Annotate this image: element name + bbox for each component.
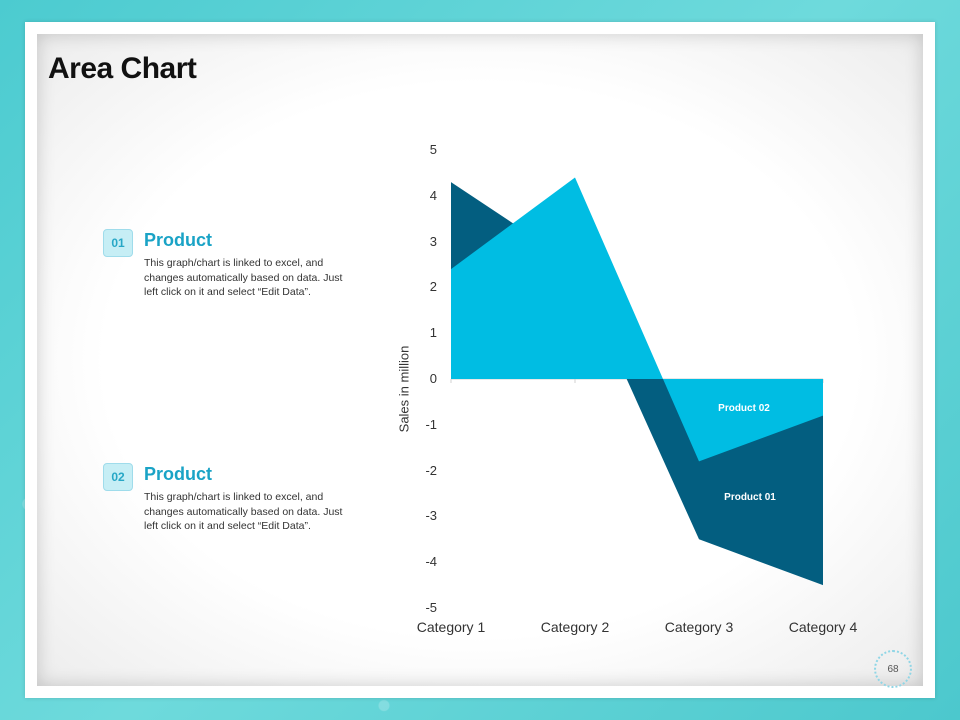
- y-tick-label: 4: [429, 187, 437, 203]
- y-tick-label: -5: [425, 600, 437, 615]
- y-tick-label: 3: [429, 233, 437, 249]
- y-tick-label: -2: [425, 462, 437, 478]
- series-label-1: Product 01: [724, 492, 776, 503]
- y-tick-label: 5: [429, 142, 437, 157]
- product-01-badge: 01: [103, 229, 133, 257]
- y-tick-label: 1: [429, 325, 437, 341]
- product-01-heading: Product: [144, 230, 213, 250]
- y-tick-label: -3: [425, 508, 437, 524]
- x-category-label: Category 3: [664, 619, 734, 635]
- area-series-2: [451, 177, 823, 462]
- x-category-label: Category 2: [540, 619, 610, 635]
- product-02-badge: 02: [103, 463, 133, 491]
- x-category-label: Category 1: [416, 619, 486, 635]
- y-tick-label: 2: [429, 279, 437, 295]
- page-title: Area Chart: [48, 52, 197, 85]
- product-02-heading: Product: [144, 464, 213, 484]
- product-02-description: This graph/chart is linked to excel, and…: [144, 491, 343, 532]
- x-category-label: Category 4: [788, 619, 858, 635]
- y-tick-label: -1: [425, 416, 437, 432]
- product-01-description: This graph/chart is linked to excel, and…: [144, 257, 343, 298]
- series-label-2: Product 02: [718, 403, 770, 414]
- y-tick-label: 0: [429, 371, 437, 386]
- y-axis-label: Sales in million: [396, 345, 412, 433]
- page-number: 68: [874, 650, 912, 688]
- y-tick-label: -4: [425, 554, 437, 570]
